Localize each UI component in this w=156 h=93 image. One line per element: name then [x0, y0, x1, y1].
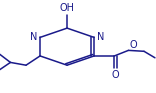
- Text: OH: OH: [60, 3, 75, 13]
- Text: N: N: [97, 32, 104, 42]
- Text: N: N: [30, 32, 37, 42]
- Text: O: O: [112, 70, 120, 80]
- Text: O: O: [129, 40, 137, 50]
